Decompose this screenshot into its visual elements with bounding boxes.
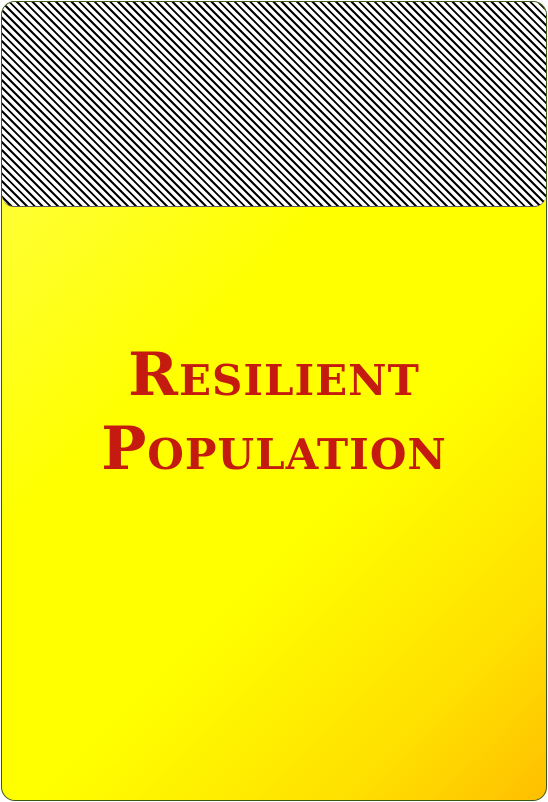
card-title: Resilient Population (2, 338, 546, 486)
hatched-header-band (2, 2, 546, 207)
card-title-line-2: Population (101, 414, 447, 484)
card-title-line-1: Resilient (128, 340, 420, 410)
